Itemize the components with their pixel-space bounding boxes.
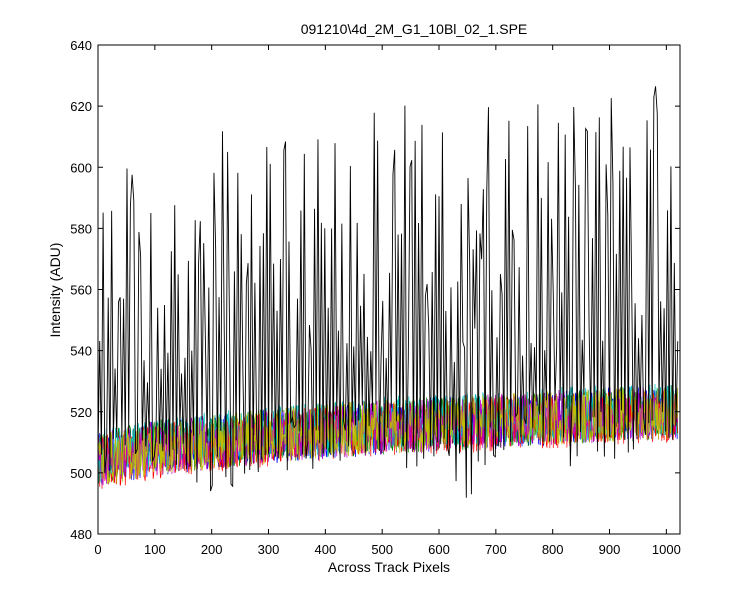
x-axis-label: Across Track Pixels <box>328 559 450 575</box>
x-tick-label: 1000 <box>652 542 681 557</box>
y-tick-label: 520 <box>70 405 92 420</box>
series-group <box>98 86 679 498</box>
y-tick-label: 540 <box>70 344 92 359</box>
y-tick-label: 600 <box>70 160 92 175</box>
chart-title: 091210\4d_2M_G1_10Bl_02_1.SPE <box>301 21 528 37</box>
y-tick-label: 480 <box>70 527 92 542</box>
x-tick-label: 300 <box>258 542 280 557</box>
x-tick-label: 700 <box>485 542 507 557</box>
x-tick-label: 200 <box>201 542 223 557</box>
y-tick-label: 640 <box>70 38 92 53</box>
x-axis: 0 100 200 300 400 500 600 700 800 900 1000 <box>94 45 681 557</box>
x-tick-label: 900 <box>599 542 621 557</box>
x-tick-label: 100 <box>144 542 166 557</box>
y-axis-label: Intensity (ADU) <box>47 243 63 338</box>
x-tick-label: 0 <box>94 542 101 557</box>
x-tick-label: 600 <box>428 542 450 557</box>
x-tick-label: 800 <box>542 542 564 557</box>
y-tick-label: 620 <box>70 99 92 114</box>
series-layer <box>98 86 679 498</box>
y-tick-label: 580 <box>70 221 92 236</box>
x-tick-label: 500 <box>371 542 393 557</box>
y-axis: 480 500 520 540 560 580 600 620 640 <box>70 38 680 542</box>
x-tick-label: 400 <box>314 542 336 557</box>
y-tick-label: 500 <box>70 466 92 481</box>
series-line-black <box>98 86 679 498</box>
y-tick-label: 560 <box>70 283 92 298</box>
